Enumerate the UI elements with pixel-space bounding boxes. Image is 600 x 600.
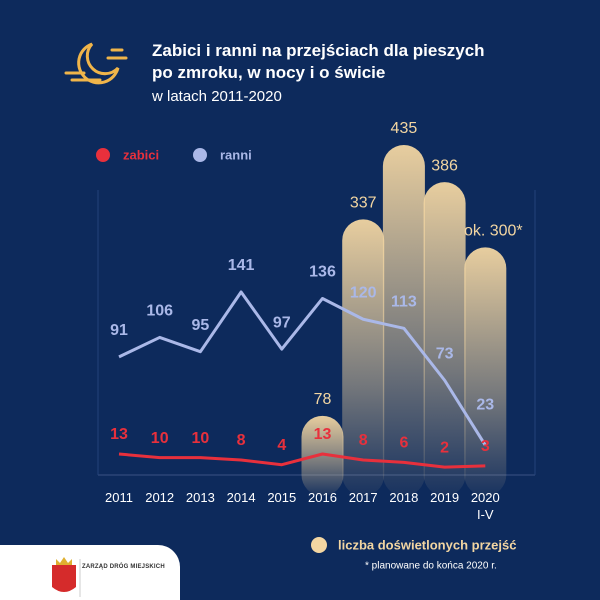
line: [118, 452, 486, 469]
point-value-label: 91: [110, 322, 128, 339]
chart-title: Zabici i ranni na przejściach dla pieszy…: [152, 41, 485, 82]
logo-text: ZARZĄD DRÓG MIEJSKICH: [82, 564, 165, 570]
legend-label: zabici: [123, 147, 159, 162]
bar-value-label: 78: [314, 391, 332, 408]
point-value-label: 136: [309, 264, 336, 281]
logo-box: [0, 545, 180, 600]
x-tick-label: 2011: [105, 490, 133, 505]
x-tick-label: 2013: [185, 490, 215, 505]
footnote: * planowane do końca 2020 r.: [365, 561, 497, 572]
bar: [342, 219, 385, 496]
point-value-label: 13: [314, 426, 332, 443]
legend-label: ranni: [220, 147, 252, 162]
x-tick-label: 2017: [348, 490, 378, 505]
point-value-label: 4: [277, 437, 286, 454]
point-value-label: 106: [146, 303, 173, 320]
x-tick-label: 2019: [430, 490, 460, 505]
lines: [118, 290, 487, 469]
bar-value-label: 386: [431, 157, 458, 174]
x-tick-label: 2018: [389, 490, 419, 505]
legend-label: liczba doświetlonych przejść: [338, 537, 516, 552]
point-value-label: 2: [440, 439, 449, 456]
legend-swatch: [96, 148, 110, 162]
point-value-label: 10: [151, 430, 169, 447]
bars: [301, 145, 507, 496]
x-tick-label: 2012: [145, 490, 175, 505]
point-value-label: 8: [359, 432, 368, 449]
bar: [464, 247, 507, 496]
line: [118, 290, 487, 446]
bar: [423, 182, 466, 496]
bar-value-label: ok. 300*: [464, 223, 523, 240]
point-value-label: 120: [350, 284, 377, 301]
point-value-label: 23: [476, 396, 494, 413]
point-value-label: 113: [391, 294, 417, 311]
legend-swatch: [311, 537, 327, 553]
moon-icon: [64, 42, 128, 85]
x-tick-label: 2014: [226, 490, 256, 505]
bar: [301, 415, 344, 496]
point-value-label: 95: [192, 317, 210, 334]
logo-emblem: [52, 557, 81, 597]
point-value-label: 97: [273, 314, 291, 331]
x-tick-label: 2015: [267, 490, 297, 505]
point-value-label: 13: [110, 426, 128, 443]
point-value-label: 6: [399, 435, 408, 452]
x-tick-label: 2020 I-V: [470, 490, 500, 522]
legend: zabici ranni liczba doświetlonych przejść: [96, 147, 516, 553]
bar-value-label: 337: [350, 195, 377, 212]
bar: [382, 145, 425, 496]
point-value-label: 8: [237, 432, 246, 449]
point-value-label: 141: [228, 257, 255, 274]
chart-subtitle: w latach 2011-2020: [152, 88, 282, 105]
legend-swatch: [193, 148, 207, 162]
x-tick-label: 2016: [308, 490, 337, 505]
bar-value-label: 435: [391, 120, 418, 137]
point-value-label: 73: [436, 345, 454, 362]
point-value-label: 3: [481, 438, 490, 455]
labels: 13 10 10 8 413 8 6 2 391106951419713612011373237…: [110, 120, 523, 456]
point-value-label: 10: [192, 430, 210, 447]
